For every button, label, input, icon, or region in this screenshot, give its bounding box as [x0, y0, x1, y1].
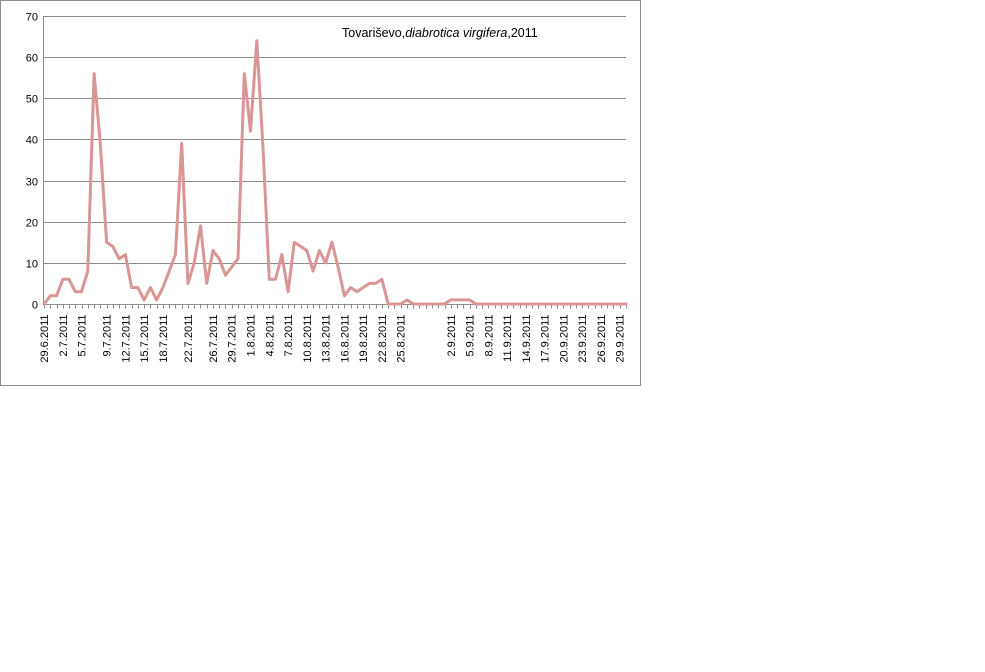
grid-lines — [44, 16, 626, 264]
x-tick-label: 20.9.2011 — [558, 315, 570, 363]
x-tick-label: 22.8.2011 — [377, 315, 389, 363]
x-tick-label: 5.7.2011 — [77, 315, 89, 357]
x-tick-label: 12.7.2011 — [120, 315, 132, 363]
x-tick-label: 17.9.2011 — [540, 315, 552, 363]
chart-title: Tovariševo,diabrotica virgifera,2011 — [342, 26, 538, 40]
x-tick-label: 22.7.2011 — [183, 315, 195, 363]
y-tick-label: 20 — [26, 218, 38, 230]
x-tick-label: 29.6.2011 — [39, 315, 51, 363]
x-tick-label: 29.9.2011 — [615, 315, 627, 363]
y-tick-label: 40 — [26, 135, 38, 147]
series-line — [42, 39, 628, 306]
x-tick-label: 1.8.2011 — [246, 315, 258, 357]
y-tick-label: 50 — [26, 94, 38, 106]
y-tick-label: 10 — [26, 259, 38, 271]
x-tick-label: 2.9.2011 — [446, 315, 458, 357]
x-tick-label: 10.8.2011 — [302, 315, 314, 363]
x-tick-label: 29.7.2011 — [227, 315, 239, 363]
x-tick-label: 11.9.2011 — [502, 315, 514, 362]
chart-frame — [0, 0, 641, 386]
x-tick-label: 9.7.2011 — [102, 315, 114, 357]
x-tick-label: 23.9.2011 — [577, 315, 589, 363]
y-tick-label: 60 — [26, 53, 38, 65]
x-tick-labels: 29.6.2011 2.7.2011 5.7.2011 9.7.2011 12.7.20… — [39, 315, 627, 363]
x-tick-label: 26.9.2011 — [596, 315, 608, 363]
y-tick-label: 70 — [26, 12, 38, 24]
y-tick-label: 0 — [32, 300, 38, 312]
chart-svg: 0 10 20 30 40 50 60 70 29.6.2011 2.7.2011 5.7.201… — [26, 12, 628, 363]
y-tick-labels: 0 10 20 30 40 50 60 70 — [26, 12, 38, 312]
x-tick-label: 19.8.2011 — [358, 315, 370, 363]
x-tick-label: 14.9.2011 — [521, 315, 533, 363]
x-tick-label: 15.7.2011 — [139, 315, 151, 363]
x-tick-label: 7.8.2011 — [283, 315, 295, 357]
x-tick-label: 16.8.2011 — [339, 315, 351, 363]
series-layer — [42, 39, 628, 306]
x-tick-label: 18.7.2011 — [158, 315, 170, 363]
x-tick-label: 26.7.2011 — [208, 315, 220, 363]
x-tick-label: 8.9.2011 — [483, 315, 495, 357]
x-tick-label: 4.8.2011 — [264, 315, 276, 357]
x-tick-label: 13.8.2011 — [321, 315, 333, 363]
chart-title-suffix: ,2011 — [507, 26, 537, 40]
x-tick-label: 5.9.2011 — [465, 315, 477, 357]
chart-title-prefix: Tovariševo, — [342, 26, 405, 40]
x-axis — [43, 16, 627, 309]
x-tick-label: 25.8.2011 — [396, 315, 408, 363]
chart-title-italic: diabrotica virgifera — [405, 26, 507, 40]
x-tick-label: 2.7.2011 — [58, 315, 70, 357]
y-tick-label: 30 — [26, 177, 38, 189]
